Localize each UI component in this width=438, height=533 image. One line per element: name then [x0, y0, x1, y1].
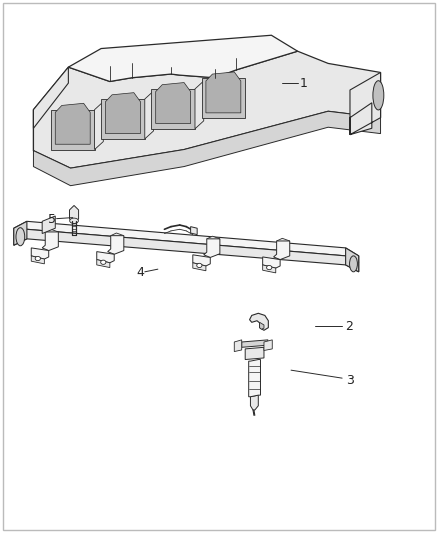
Polygon shape [350, 72, 381, 135]
Polygon shape [55, 103, 90, 144]
Ellipse shape [16, 228, 25, 246]
Polygon shape [33, 67, 68, 128]
Polygon shape [264, 340, 272, 351]
Ellipse shape [35, 256, 40, 261]
Polygon shape [97, 252, 114, 263]
Polygon shape [151, 89, 195, 129]
Polygon shape [251, 395, 258, 410]
Polygon shape [106, 93, 141, 134]
Polygon shape [191, 227, 197, 235]
Polygon shape [70, 205, 78, 223]
Polygon shape [204, 239, 220, 257]
Text: 5: 5 [48, 213, 56, 226]
Polygon shape [242, 340, 268, 348]
Ellipse shape [350, 256, 357, 272]
Ellipse shape [70, 218, 78, 223]
Polygon shape [97, 260, 110, 268]
Polygon shape [277, 238, 290, 244]
Polygon shape [245, 348, 264, 360]
Polygon shape [250, 313, 268, 330]
Ellipse shape [267, 265, 272, 270]
Polygon shape [234, 340, 242, 352]
Polygon shape [263, 257, 280, 268]
Polygon shape [195, 81, 204, 129]
Polygon shape [249, 360, 261, 397]
Polygon shape [51, 110, 95, 150]
Text: 1: 1 [300, 77, 307, 90]
Polygon shape [108, 236, 124, 254]
Polygon shape [45, 229, 58, 235]
Polygon shape [145, 91, 153, 139]
Polygon shape [201, 78, 245, 118]
Polygon shape [101, 99, 145, 139]
Polygon shape [95, 102, 103, 150]
Polygon shape [31, 256, 44, 264]
Polygon shape [42, 232, 58, 251]
Polygon shape [14, 221, 359, 262]
Polygon shape [263, 265, 276, 273]
Text: 3: 3 [346, 374, 353, 387]
Polygon shape [274, 241, 290, 260]
Polygon shape [68, 35, 297, 82]
Polygon shape [346, 248, 359, 272]
Polygon shape [14, 221, 27, 245]
Polygon shape [33, 51, 381, 168]
Ellipse shape [373, 80, 384, 110]
Polygon shape [31, 248, 49, 259]
Polygon shape [42, 216, 55, 233]
Polygon shape [111, 233, 124, 238]
Polygon shape [193, 263, 206, 271]
Polygon shape [207, 236, 220, 241]
Polygon shape [260, 322, 264, 329]
Text: 2: 2 [346, 320, 353, 333]
Ellipse shape [101, 260, 106, 264]
Polygon shape [33, 110, 381, 185]
Polygon shape [206, 72, 241, 113]
Ellipse shape [197, 263, 202, 268]
Polygon shape [155, 83, 191, 124]
Polygon shape [193, 255, 210, 266]
Polygon shape [14, 229, 359, 272]
Text: 4: 4 [136, 266, 144, 279]
